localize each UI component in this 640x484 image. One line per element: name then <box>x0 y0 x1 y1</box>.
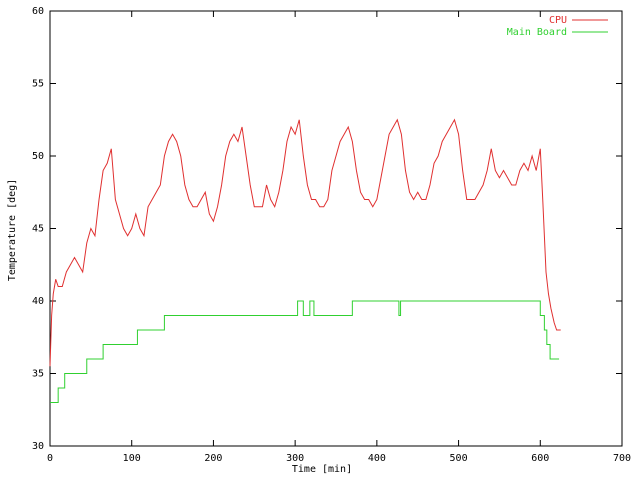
y-tick-label: 30 <box>32 441 44 452</box>
x-tick-label: 100 <box>123 453 141 464</box>
x-tick-label: 700 <box>613 453 631 464</box>
x-tick-label: 500 <box>450 453 468 464</box>
x-tick-label: 300 <box>286 453 304 464</box>
legend-label: Main Board <box>507 27 567 38</box>
y-tick-label: 45 <box>32 224 44 235</box>
series-line <box>50 300 560 403</box>
x-tick-label: 200 <box>204 453 222 464</box>
y-tick-label: 35 <box>32 369 44 380</box>
y-tick-label: 60 <box>32 6 44 17</box>
x-tick-label: 400 <box>368 453 386 464</box>
y-tick-label: 55 <box>32 79 44 90</box>
series-line <box>49 118 561 367</box>
x-tick-label: 600 <box>531 453 549 464</box>
y-tick-label: 40 <box>32 296 44 307</box>
y-tick-label: 50 <box>32 151 44 162</box>
y-axis-label: Temperature [deg] <box>7 179 18 281</box>
x-tick-label: 0 <box>47 453 53 464</box>
x-axis-label: Time [min] <box>292 464 352 475</box>
legend-label: CPU <box>549 15 567 26</box>
